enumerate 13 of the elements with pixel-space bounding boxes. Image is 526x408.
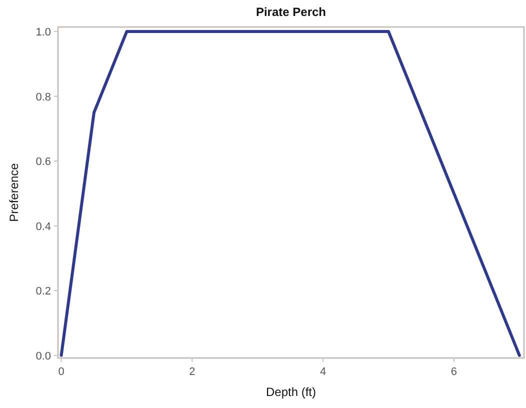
y-tick-label: 0.2 <box>36 286 51 298</box>
y-tick-label: 0.6 <box>36 156 51 168</box>
chart-title: Pirate Perch <box>256 5 326 19</box>
y-tick-label: 0.0 <box>36 350 51 362</box>
y-axis-title: Preference <box>7 162 21 222</box>
x-tick-label: 4 <box>320 366 326 378</box>
x-tick-label: 0 <box>58 366 64 378</box>
y-tick-label: 0.8 <box>36 91 51 104</box>
x-tick-label: 2 <box>189 366 196 378</box>
y-tick-label: 1.0 <box>36 26 51 39</box>
x-axis-title: Depth (ft) <box>266 385 316 399</box>
x-tick-label: 6 <box>450 366 458 378</box>
y-tick-label: 0.4 <box>36 220 51 233</box>
